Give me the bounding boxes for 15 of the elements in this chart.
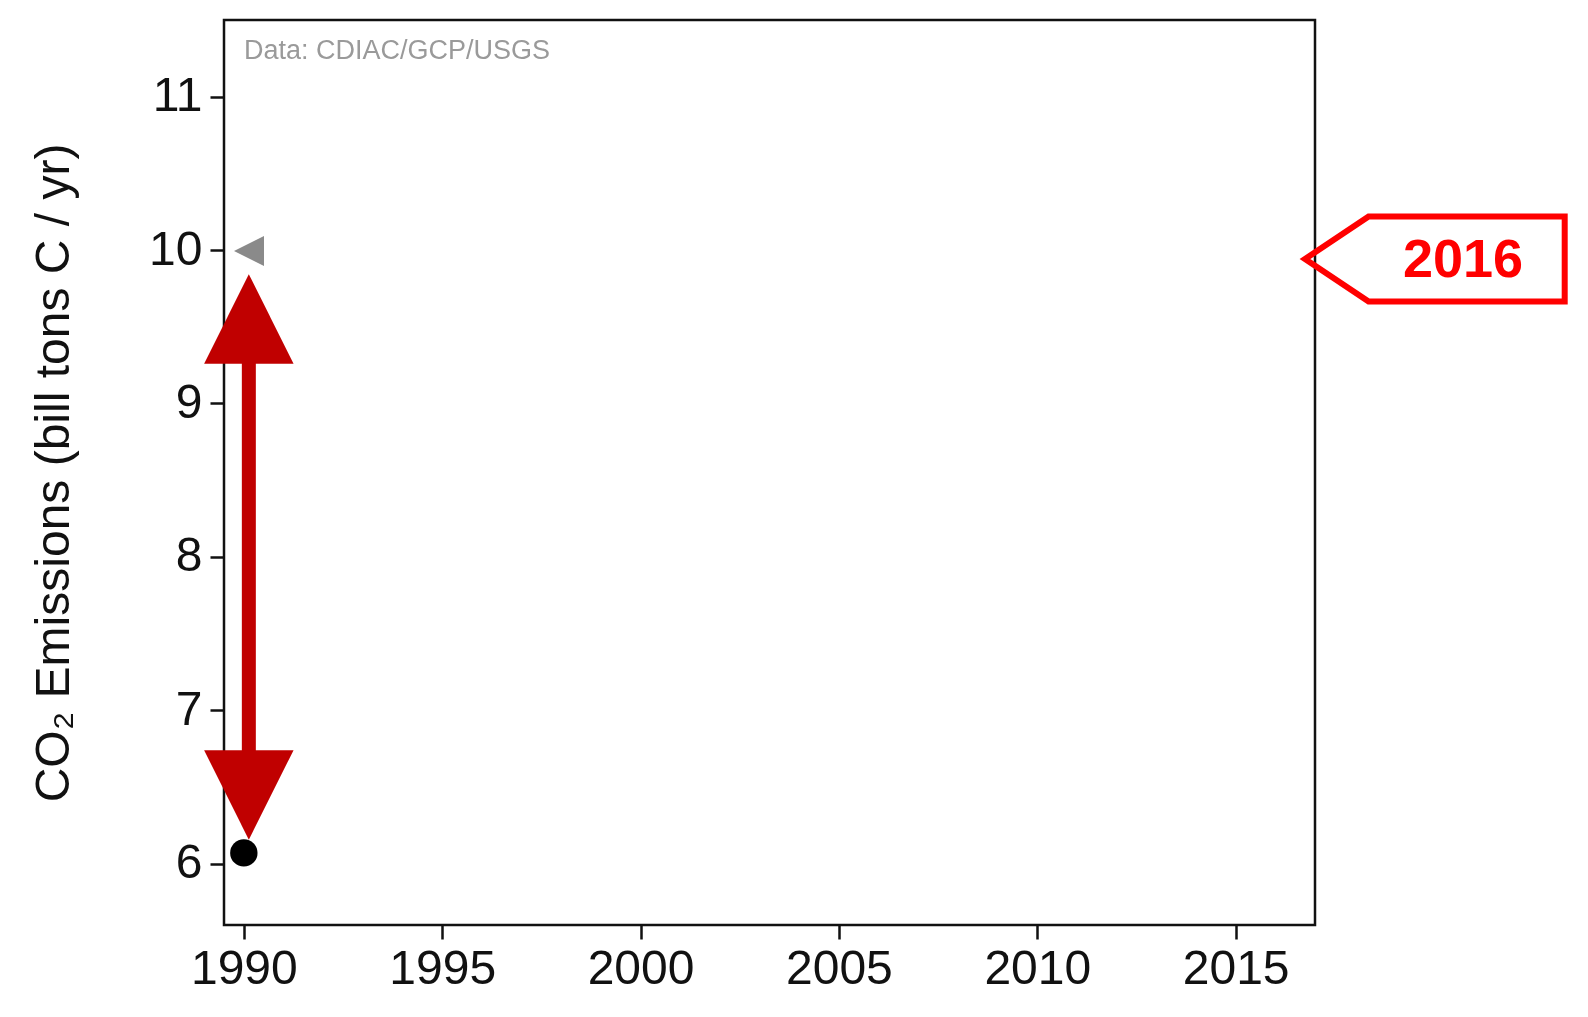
x-tick-label: 1990 [190, 940, 298, 994]
annotation: Data: CDIAC/GCP/USGS [244, 35, 551, 65]
y-tick-label: 6 [175, 835, 203, 889]
x-tick-label: 1995 [389, 940, 497, 994]
x-tick-label: 2010 [984, 940, 1092, 994]
x-tick-label: 2015 [1182, 940, 1290, 994]
x-tick-label: 2005 [786, 940, 893, 994]
y-tick-label: 10 [149, 221, 203, 275]
y-tick-label: 9 [175, 374, 203, 428]
y-tick-label: 8 [175, 528, 203, 582]
y-tick-label: 11 [152, 68, 203, 122]
y-tick-label: 7 [175, 681, 203, 735]
text: 2016 [1402, 228, 1524, 288]
x-tick-label: 2000 [587, 940, 695, 994]
y-axis-title: CO₂ Emissions (bill tons C / yr) [26, 143, 80, 803]
